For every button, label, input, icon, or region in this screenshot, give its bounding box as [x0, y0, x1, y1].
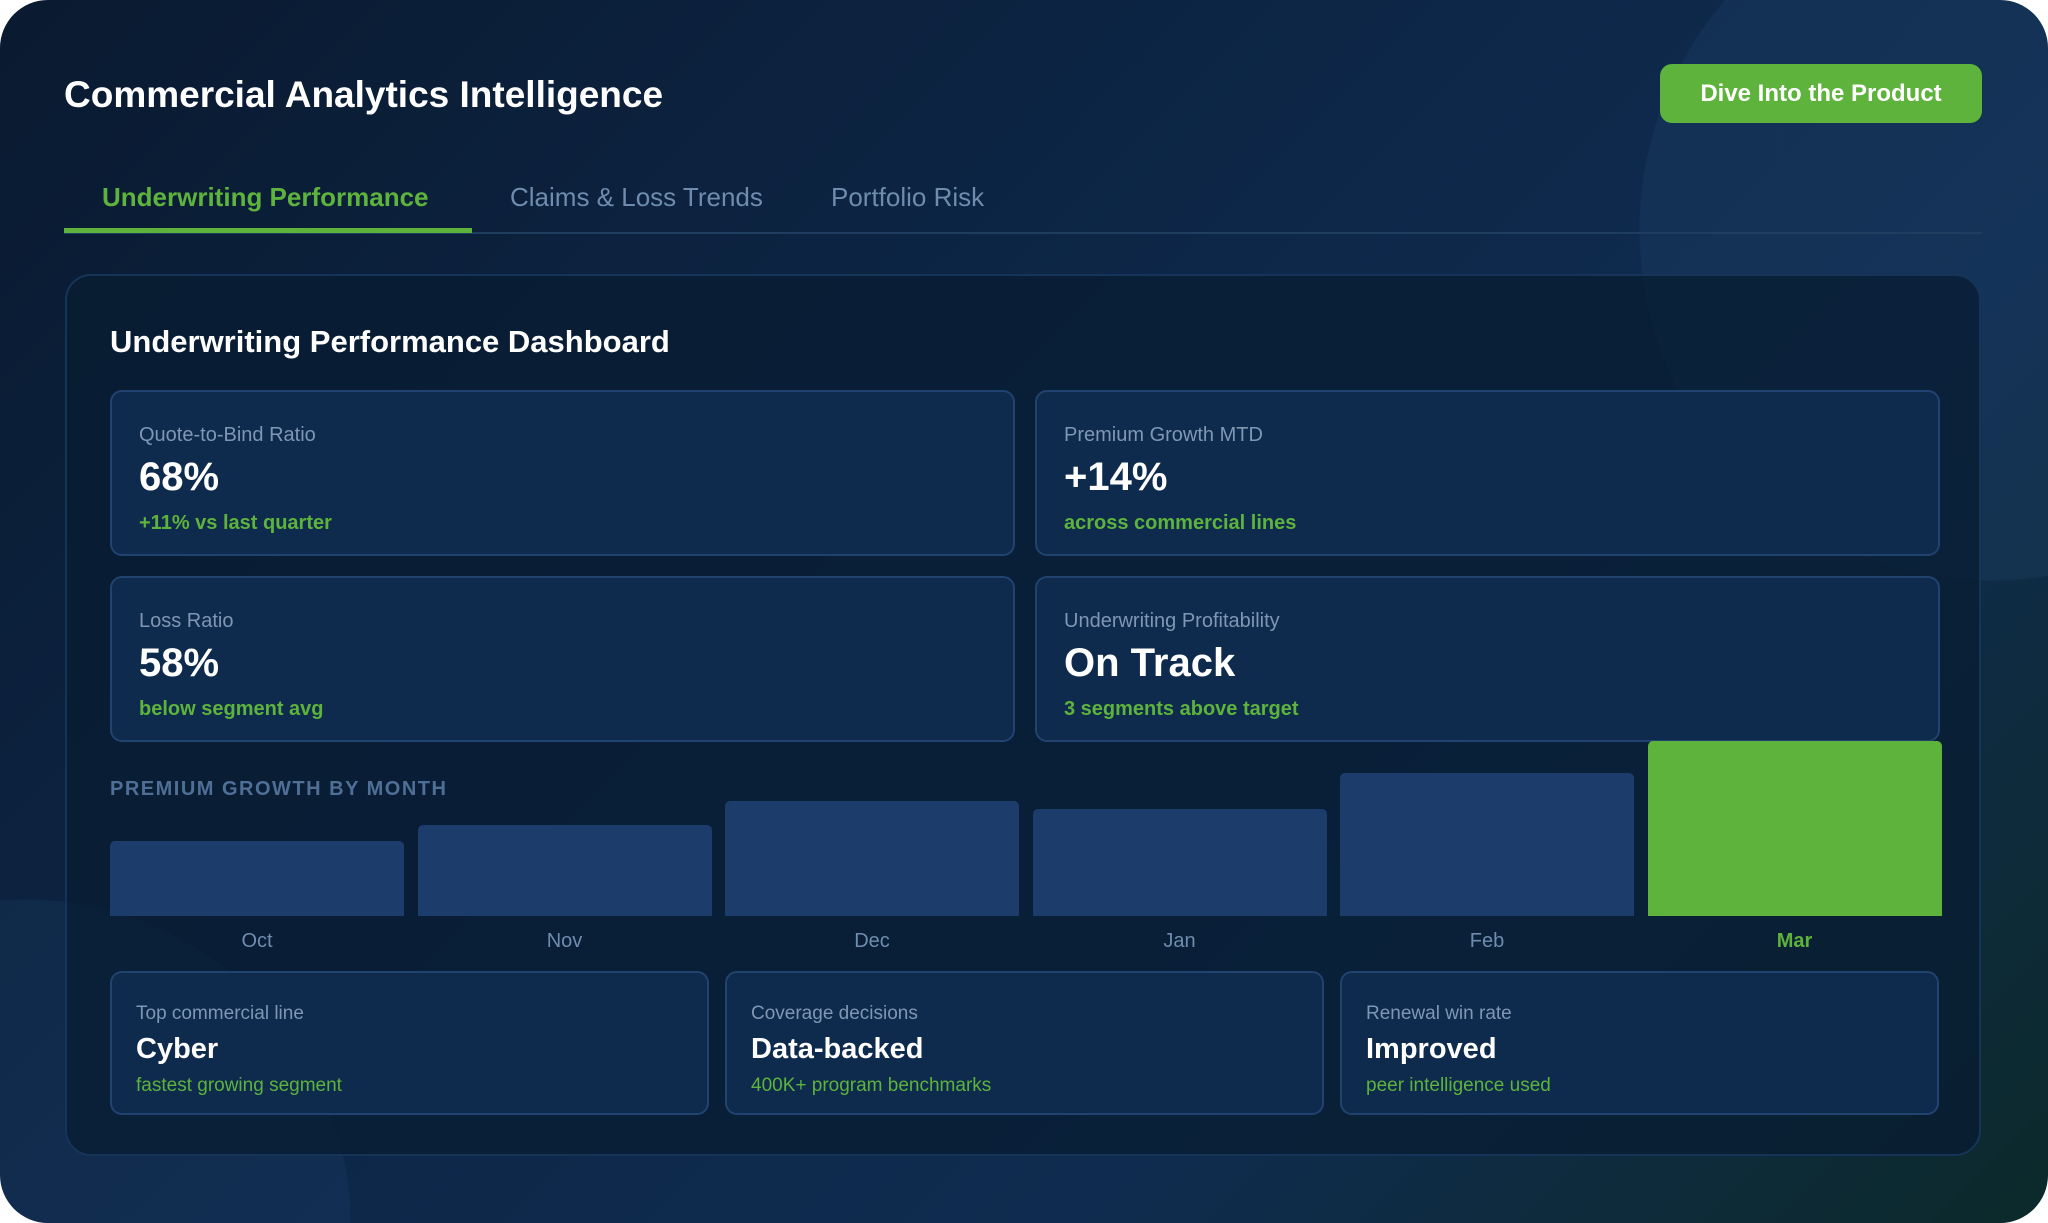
- kpi-sub: +11% vs last quarter: [139, 512, 332, 534]
- bar-dec: [725, 800, 1019, 916]
- bar-mar: [1647, 741, 1942, 916]
- tab-underwriting-performance[interactable]: Underwriting Performance: [102, 182, 429, 212]
- month-label-oct: Oct: [241, 930, 273, 952]
- chart-title: PREMIUM GROWTH BY MONTH: [110, 778, 448, 800]
- card-renewal-win-rate: Renewal win rate Improved peer intellige…: [1340, 971, 1939, 1115]
- dashboard-panel: Underwriting Performance Dashboard Quote…: [65, 274, 1981, 1156]
- card-value: Improved: [1366, 1033, 1497, 1065]
- kpi-value: On Track: [1064, 641, 1236, 685]
- card-coverage-decisions: Coverage decisions Data-backed 400K+ pro…: [725, 971, 1324, 1115]
- card-label: Renewal win rate: [1366, 1003, 1512, 1024]
- kpi-card-quote-to-bind: Quote-to-Bind Ratio 68% +11% vs last qua…: [110, 390, 1015, 556]
- card-sub: fastest growing segment: [136, 1075, 342, 1096]
- kpi-label: Loss Ratio: [139, 610, 234, 632]
- bar-jan: [1032, 809, 1327, 916]
- card-top-commercial-line: Top commercial line Cyber fastest growin…: [110, 971, 709, 1115]
- card-label: Top commercial line: [136, 1003, 304, 1024]
- card-label: Coverage decisions: [751, 1003, 918, 1024]
- kpi-label: Premium Growth MTD: [1064, 424, 1263, 446]
- bar-feb: [1340, 772, 1634, 916]
- kpi-value: +14%: [1064, 455, 1168, 499]
- kpi-sub: across commercial lines: [1064, 512, 1297, 534]
- panel-title: Underwriting Performance Dashboard: [110, 324, 670, 359]
- dive-into-product-button[interactable]: Dive Into the Product: [1660, 64, 1982, 123]
- card-value: Data-backed: [751, 1033, 924, 1065]
- tab-portfolio-risk[interactable]: Portfolio Risk: [831, 182, 985, 212]
- card-sub: peer intelligence used: [1366, 1075, 1551, 1096]
- kpi-card-profitability: Underwriting Profitability On Track 3 se…: [1035, 576, 1940, 742]
- tab-bar: Underwriting Performance Claims & Loss T…: [64, 172, 1982, 234]
- kpi-sub: below segment avg: [139, 698, 324, 720]
- month-label-dec: Dec: [854, 930, 890, 952]
- kpi-card-premium-growth: Premium Growth MTD +14% across commercia…: [1035, 390, 1940, 556]
- kpi-label: Underwriting Profitability: [1064, 610, 1280, 632]
- card-sub: 400K+ program benchmarks: [751, 1075, 992, 1096]
- tab-claims-loss-trends[interactable]: Claims & Loss Trends: [510, 182, 763, 212]
- page-title: Commercial Analytics Intelligence: [64, 74, 664, 115]
- active-tab-indicator: [64, 228, 472, 233]
- month-label-feb: Feb: [1469, 930, 1505, 952]
- month-label-mar: Mar: [1776, 930, 1813, 952]
- kpi-value: 58%: [139, 641, 220, 685]
- kpi-sub: 3 segments above target: [1064, 698, 1299, 720]
- month-label-jan: Jan: [1163, 930, 1196, 952]
- kpi-label: Quote-to-Bind Ratio: [139, 424, 316, 446]
- bar-oct: [110, 840, 404, 916]
- kpi-card-loss-ratio: Loss Ratio 58% below segment avg: [110, 576, 1015, 742]
- card-value: Cyber: [136, 1033, 219, 1065]
- month-label-nov: Nov: [546, 930, 583, 952]
- bar-nov: [417, 825, 712, 916]
- kpi-value: 68%: [139, 455, 220, 499]
